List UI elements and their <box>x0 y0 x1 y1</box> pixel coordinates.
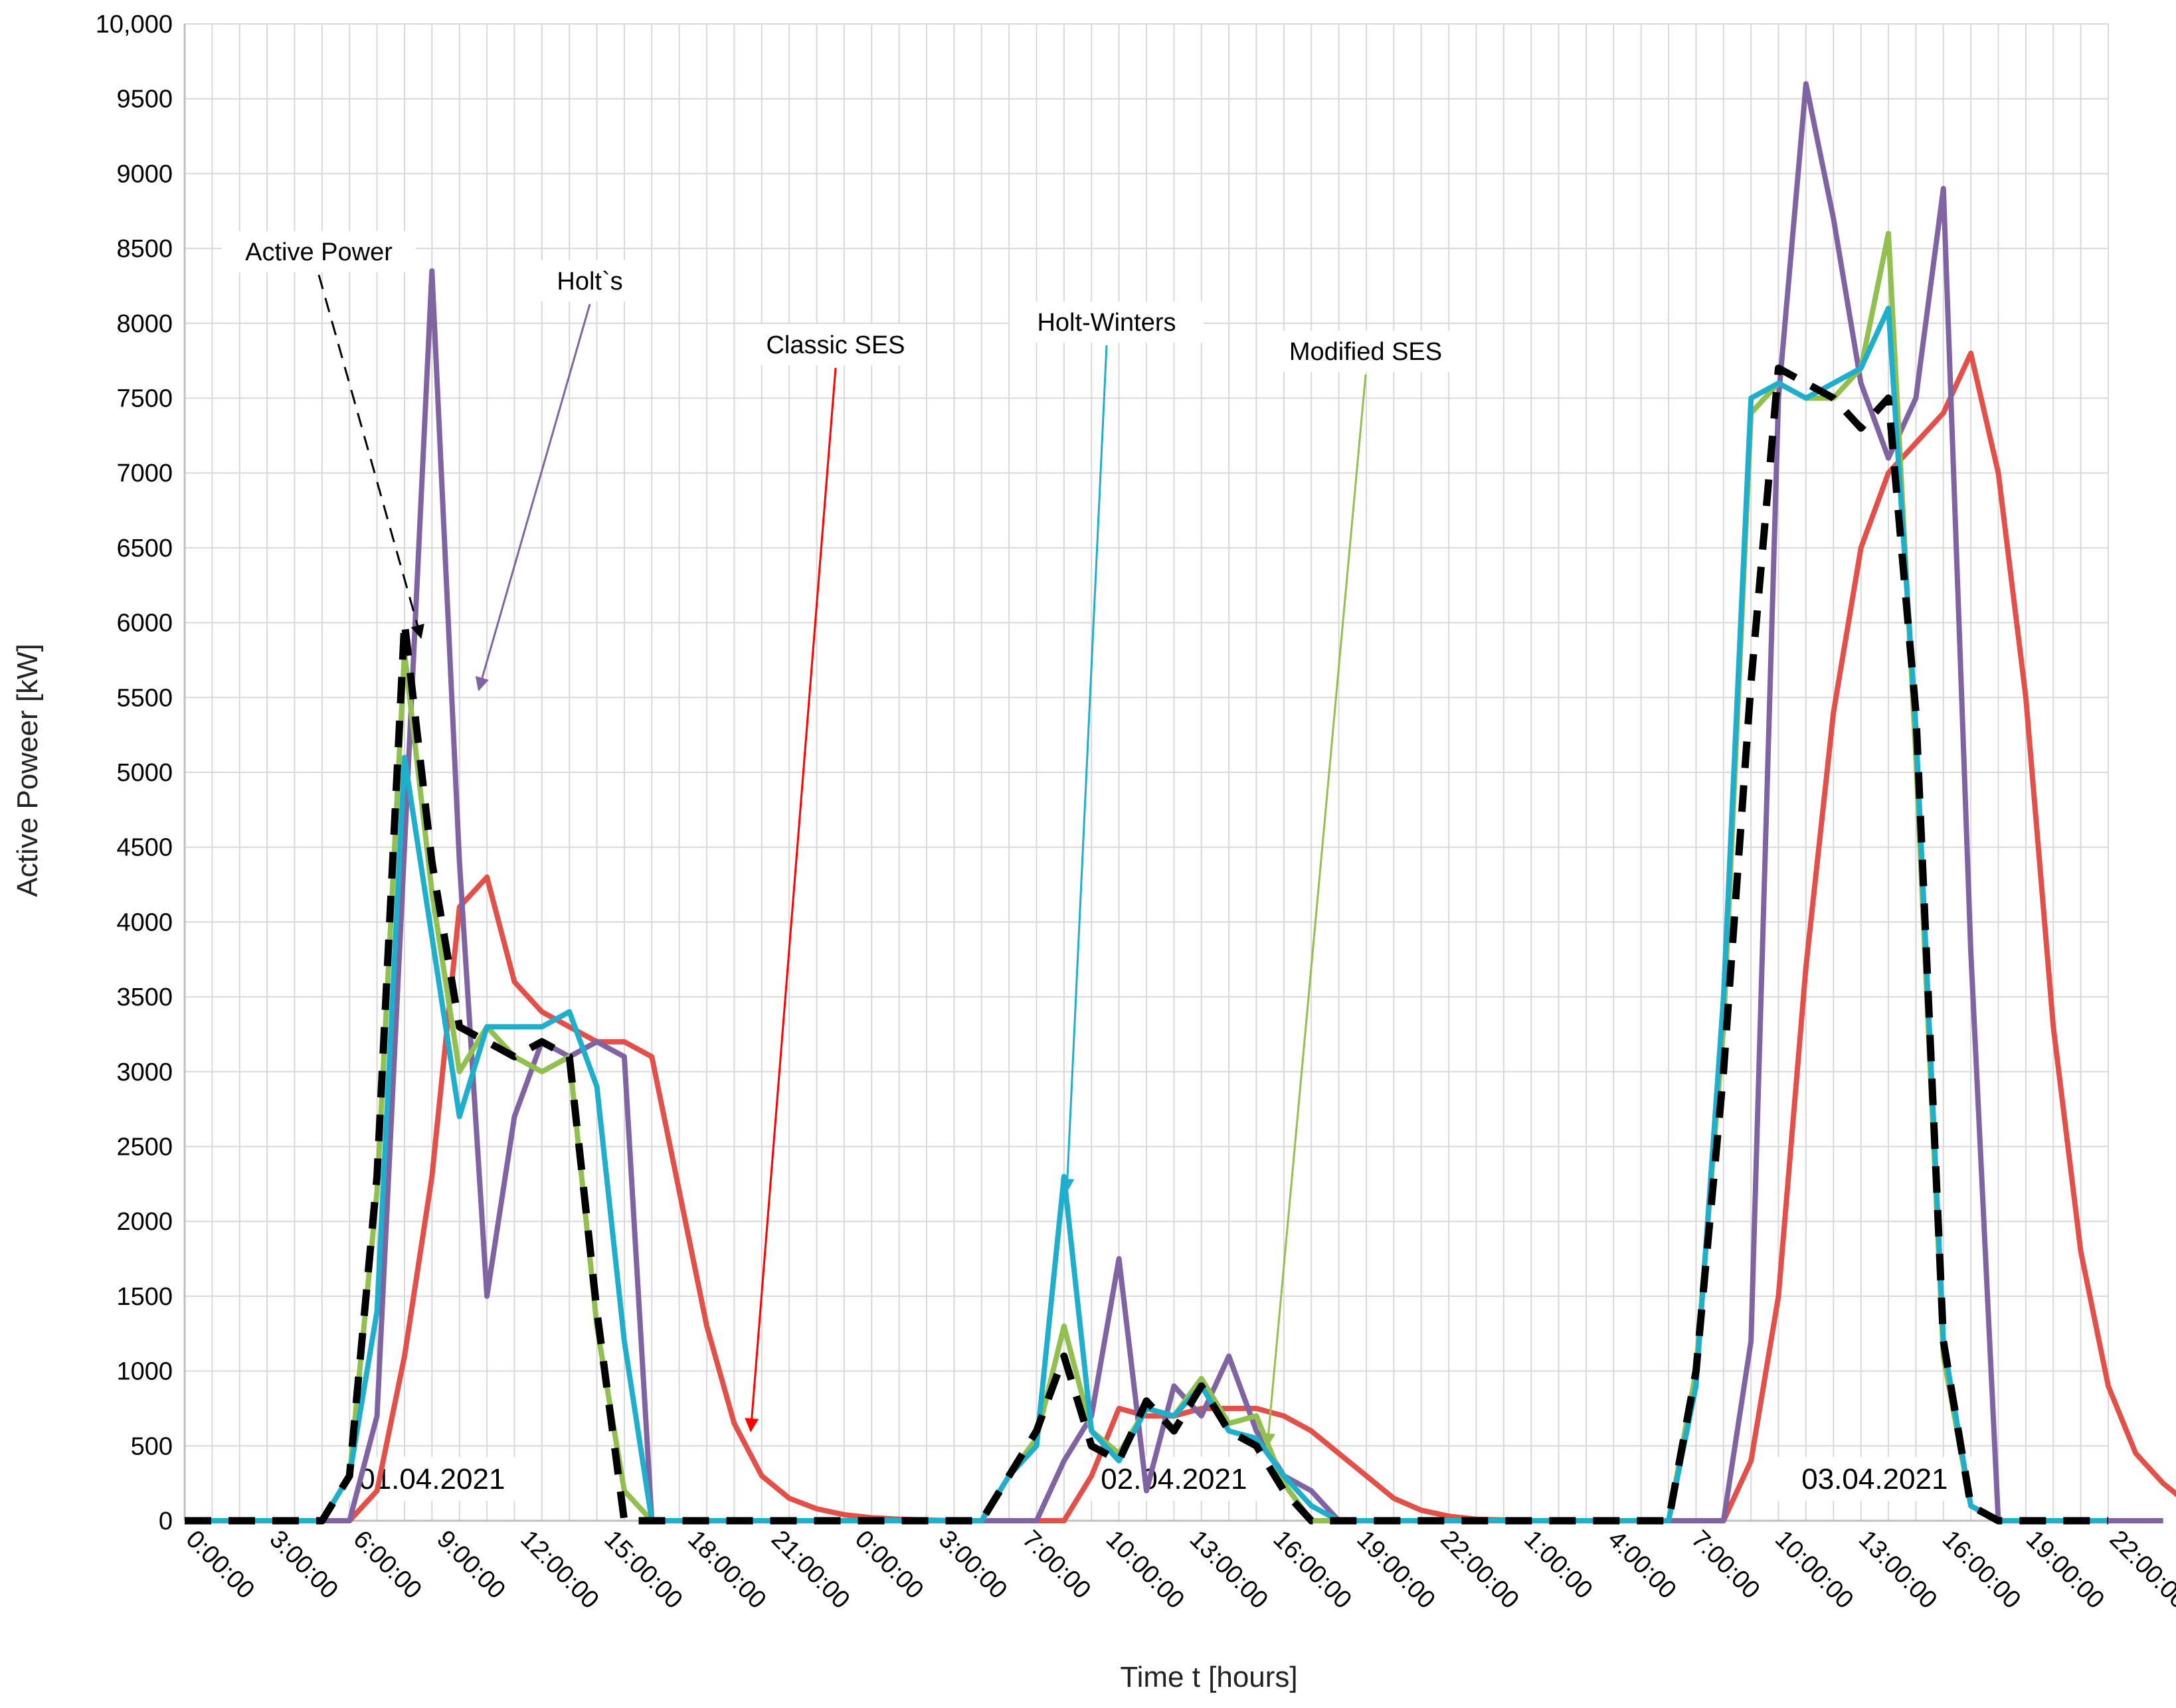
annotation-label-bg <box>222 231 416 272</box>
y-tick-label: 1000 <box>116 1358 173 1386</box>
y-tick-label: 6500 <box>116 535 173 562</box>
series-line <box>185 364 2108 1525</box>
y-tick-label: 3500 <box>116 983 173 1011</box>
y-tick-label: 10,000 <box>96 11 173 39</box>
annotation-label: Modified SES <box>1289 338 1442 366</box>
y-tick-label: 2000 <box>116 1208 173 1236</box>
date-label-bg <box>1067 1457 1281 1501</box>
annotation-arrow <box>1060 345 1108 1193</box>
annotation-label-bg <box>1010 301 1204 343</box>
date-labels: 01.04.2021 02.04.2021 03.04.2021 <box>325 1457 1981 1501</box>
date-label-bg <box>1768 1457 1981 1501</box>
date-label: 02.04.2021 <box>1101 1463 1247 1495</box>
y-tick-label: 8000 <box>116 310 173 338</box>
y-tick-label: 4000 <box>116 908 173 936</box>
annotation-label: Holt`s <box>557 268 622 296</box>
annotation-label-bg <box>1269 331 1463 372</box>
series-line <box>185 81 2163 1523</box>
y-tick-label: 2500 <box>116 1134 173 1161</box>
annotation-label: Holt-Winters <box>1037 309 1176 337</box>
series-annotations: Active Power Holt`s Classic SES Holt-Winter… <box>222 231 1463 1448</box>
date-label: 03.04.2021 <box>1801 1463 1948 1495</box>
y-tick-label: 0 <box>159 1507 173 1535</box>
y-tick-label: 9000 <box>116 160 173 188</box>
annotation-arrow <box>317 274 424 640</box>
annotation-arrow <box>475 303 591 692</box>
y-tick-label: 7500 <box>116 385 173 413</box>
y-tick-labels: 0 500 1000 1500 2000 2500 3000 3500 4000 4500 5000… <box>96 11 173 1535</box>
y-tick-label: 4500 <box>116 834 173 862</box>
annotation-label: Classic SES <box>766 331 905 359</box>
series-lines <box>185 81 2176 1525</box>
annotation-arrow <box>1261 374 1367 1448</box>
y-tick-label: 9500 <box>116 86 173 114</box>
y-tick-label: 5500 <box>116 684 173 712</box>
gridlines <box>183 23 2109 1522</box>
y-tick-label: 8500 <box>116 235 173 263</box>
y-tick-label: 1500 <box>116 1283 173 1311</box>
x-axis-title: Time t [hours] <box>1120 1661 1297 1693</box>
y-tick-label: 7000 <box>116 460 173 487</box>
y-tick-label: 6000 <box>116 610 173 638</box>
y-axis-title: Active Poweer [kW] <box>11 643 44 897</box>
y-tick-label: 500 <box>131 1432 173 1460</box>
annotation-arrow <box>745 367 837 1432</box>
annotation-label: Active Power <box>245 238 393 266</box>
annotation-label-bg <box>745 324 926 365</box>
y-tick-label: 5000 <box>116 759 173 787</box>
annotation-label-bg <box>535 260 645 301</box>
series-line <box>185 350 2176 1523</box>
y-tick-label: 3000 <box>116 1059 173 1086</box>
